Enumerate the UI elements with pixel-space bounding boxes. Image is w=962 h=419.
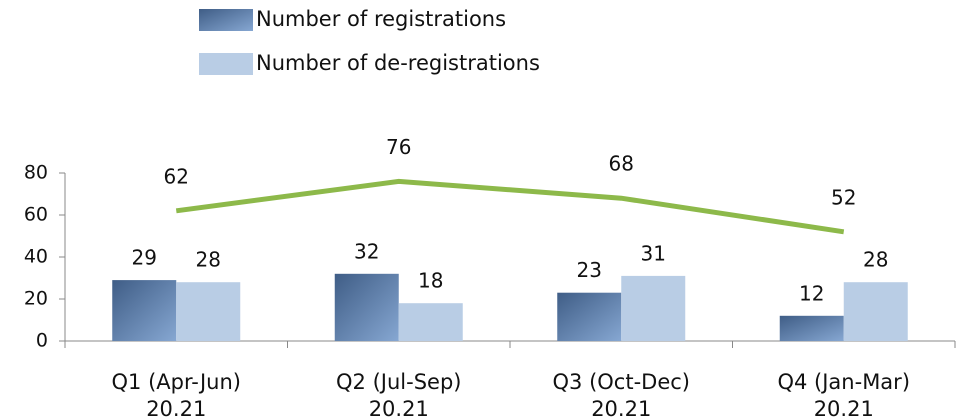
value-label: 31: [641, 241, 666, 265]
x-tick-label: Q1 (Apr-Jun): [112, 370, 242, 394]
bar: [334, 273, 399, 341]
legend-label: Number of de-registrations: [256, 51, 540, 75]
value-label: 62: [164, 164, 189, 188]
value-label: 28: [863, 248, 888, 272]
bar: [779, 315, 844, 341]
x-tick-label: 20.21: [591, 397, 651, 419]
legend-label: Number of registrations: [256, 7, 506, 31]
bar: [843, 282, 908, 341]
line: [175, 178, 845, 235]
x-tick-label: 20.21: [146, 397, 206, 419]
bar: [621, 275, 686, 341]
value-label: 32: [354, 239, 379, 263]
value-label: 18: [418, 269, 443, 293]
y-tick-label: 80: [24, 162, 48, 184]
bar: [176, 282, 241, 341]
x-tick-label: 20.21: [814, 397, 874, 419]
y-tick-label: 40: [24, 246, 48, 268]
value-label: 29: [132, 246, 157, 270]
x-tick-label: Q4 (Jan-Mar): [777, 370, 910, 394]
value-label: 23: [577, 258, 602, 282]
y-tick-label: 0: [36, 330, 48, 352]
x-tick-label: 20.21: [369, 397, 429, 419]
bar: [112, 280, 177, 341]
x-tick-label: Q3 (Oct-Dec): [553, 370, 690, 394]
legend-swatch: [199, 9, 253, 31]
value-label: 52: [831, 185, 856, 209]
bar: [557, 292, 622, 341]
y-tick-label: 20: [24, 288, 48, 310]
value-label: 28: [196, 248, 221, 272]
value-label: 68: [609, 152, 634, 176]
value-label: 12: [799, 281, 824, 305]
y-tick-label: 60: [24, 204, 48, 226]
bar: [398, 303, 463, 341]
legend-swatch: [199, 53, 253, 75]
value-label: 76: [386, 135, 411, 159]
x-tick-label: Q2 (Jul-Sep): [336, 370, 461, 394]
